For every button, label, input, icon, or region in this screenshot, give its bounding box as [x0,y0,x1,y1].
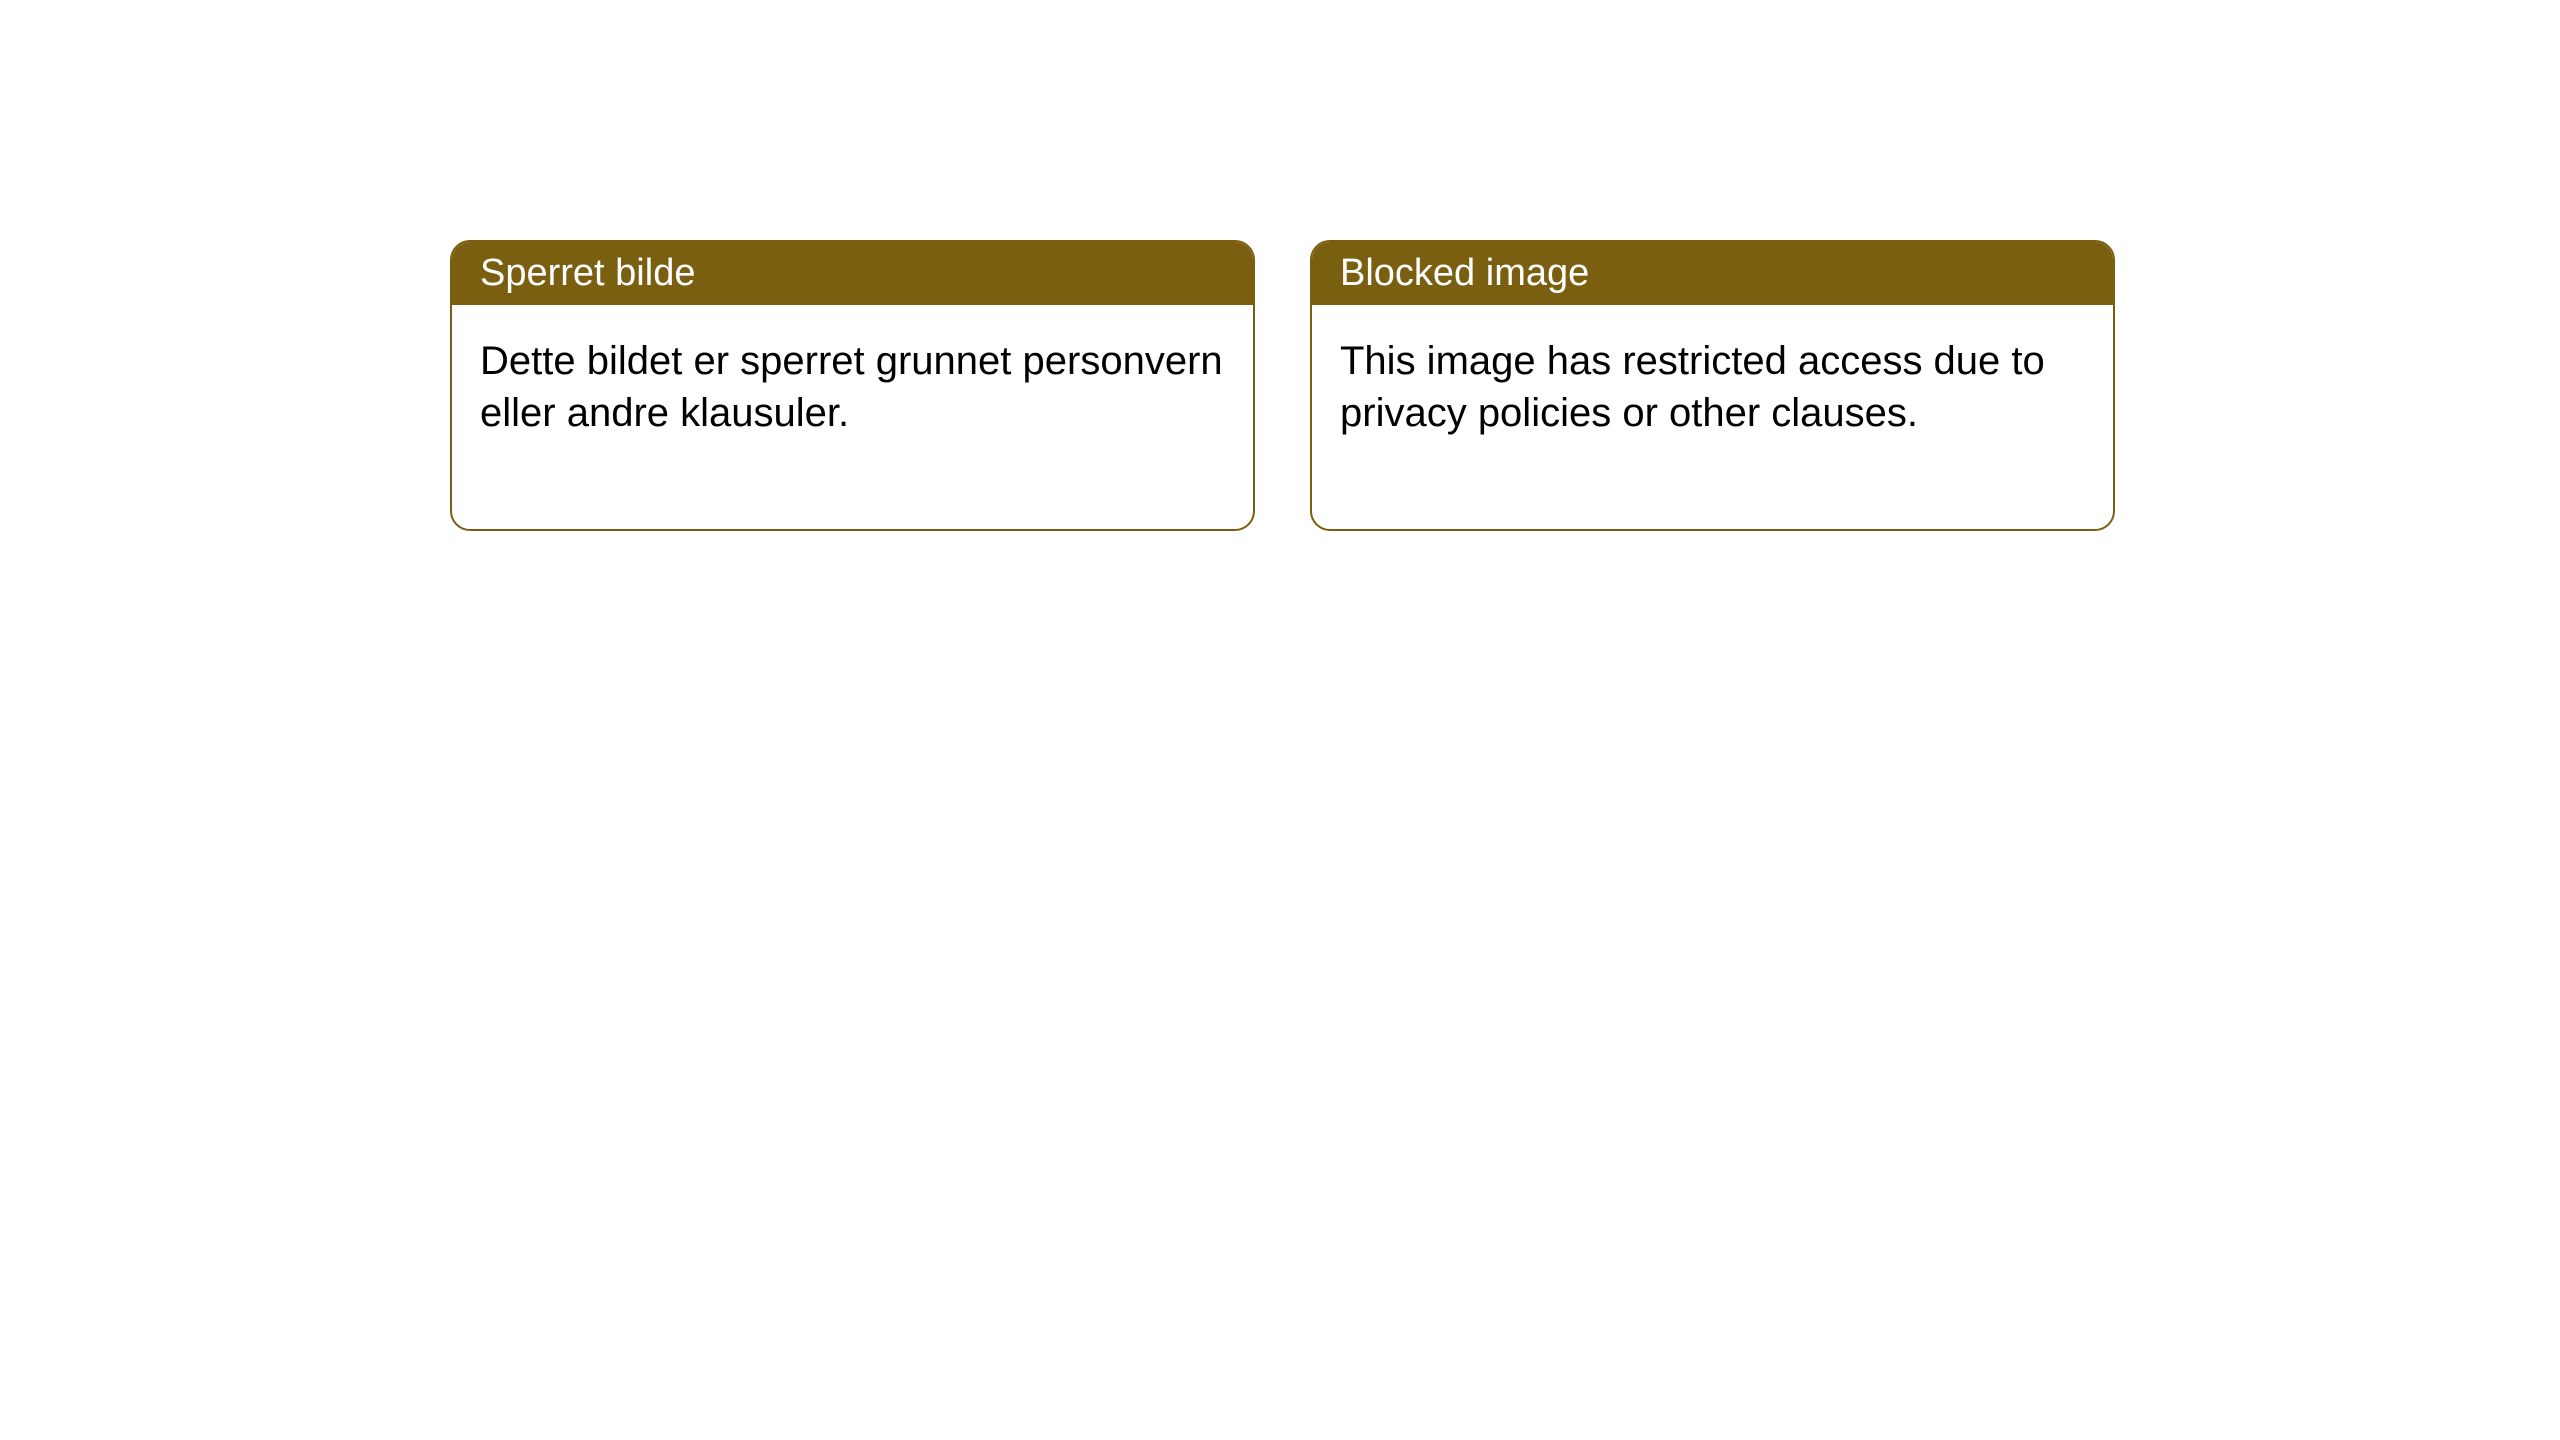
notice-title-english: Blocked image [1340,252,1589,294]
notice-container: Sperret bilde Dette bildet er sperret gr… [450,240,2115,531]
notice-body-norwegian: Dette bildet er sperret grunnet personve… [452,305,1253,529]
notice-header-english: Blocked image [1312,242,2113,305]
notice-text-norwegian: Dette bildet er sperret grunnet personve… [480,339,1223,435]
notice-body-english: This image has restricted access due to … [1312,305,2113,529]
notice-title-norwegian: Sperret bilde [480,252,695,294]
notice-card-norwegian: Sperret bilde Dette bildet er sperret gr… [450,240,1255,531]
notice-text-english: This image has restricted access due to … [1340,339,2045,435]
notice-card-english: Blocked image This image has restricted … [1310,240,2115,531]
notice-header-norwegian: Sperret bilde [452,242,1253,305]
